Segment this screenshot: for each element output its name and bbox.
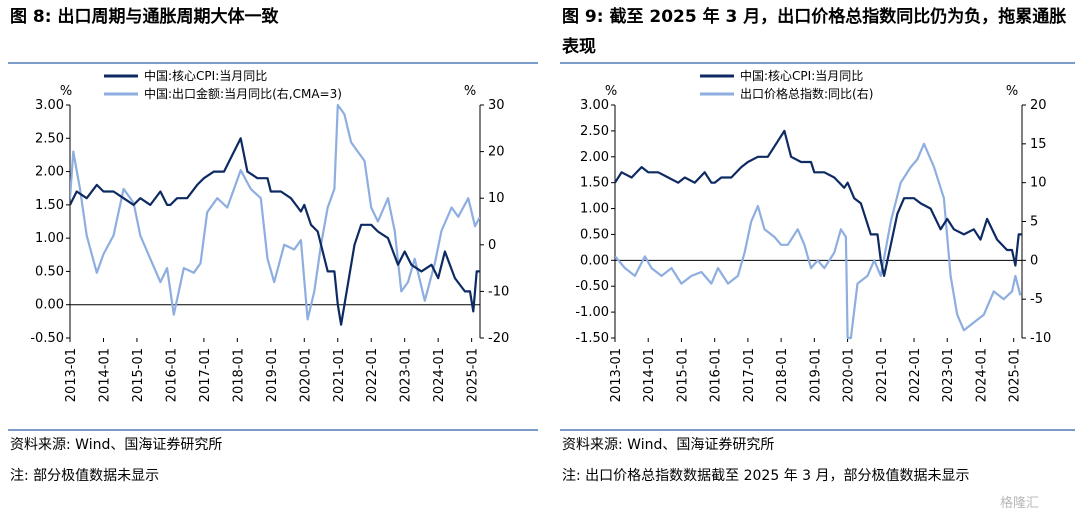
- figure-panel-left: 图 8: 出口周期与通胀周期大体一致 3.00 2.50 2.00 1.50 1.00 0…: [8, 0, 538, 519]
- x-tick-label: 2016-01: [709, 348, 724, 402]
- left-tick-label: -0.50: [575, 279, 609, 294]
- right-tick-label: 10: [488, 191, 505, 206]
- x-tick-label: 2019-01: [808, 348, 823, 402]
- left-tick-label: 1.50: [580, 176, 609, 191]
- source-rule: [560, 429, 1075, 431]
- x-tick-label: 2025-01: [466, 348, 481, 402]
- legend-label: 中国:核心CPI:当月同比: [740, 68, 863, 83]
- x-tick-label: 2020-01: [842, 348, 857, 402]
- series-line-light: [70, 103, 480, 321]
- note-text: 注: 部分极值数据未显示: [10, 468, 160, 484]
- x-tick-label: 2021-01: [332, 348, 347, 402]
- source-text: 资料来源: Wind、国海证券研究所: [562, 437, 775, 453]
- x-tick-label: 2022-01: [908, 348, 923, 402]
- right-tick-label: 0: [1030, 253, 1038, 268]
- right-tick-label: 5: [1030, 215, 1038, 230]
- legend-label: 出口价格总指数:同比(右): [740, 86, 873, 101]
- x-tick-label: 2023-01: [941, 348, 956, 402]
- x-tick-label: 2017-01: [742, 348, 757, 402]
- left-axis-unit: %: [60, 84, 72, 99]
- left-tick-label: -1.00: [575, 305, 609, 320]
- figure-panel-right: 图 9: 截至 2025 年 3 月，出口价格总指数同比仍为负，拖累通胀表现 3…: [560, 0, 1075, 519]
- title-rule: [560, 62, 1075, 64]
- x-tick-label: 2015-01: [131, 348, 146, 402]
- figure-title: 图 9: 截至 2025 年 3 月，出口价格总指数同比仍为负，拖累通胀表现: [562, 7, 1067, 57]
- x-tick-label: 2019-01: [265, 348, 280, 402]
- right-tick-label: 30: [488, 98, 505, 113]
- legend-label: 中国:出口金额:当月同比(右,CMA=3): [144, 86, 342, 101]
- left-axis-unit: %: [605, 84, 617, 99]
- x-tick-label: 2025-01: [1008, 348, 1023, 402]
- left-tick-label: 1.00: [35, 231, 64, 246]
- right-tick-label: -10: [488, 284, 509, 299]
- left-tick-label: 1.50: [35, 198, 64, 213]
- left-tick-label: 3.00: [580, 98, 609, 113]
- left-tick-label: 0.00: [580, 253, 609, 268]
- x-tick-label: 2018-01: [775, 348, 790, 402]
- right-axis-unit: %: [464, 84, 476, 99]
- right-tick-label: 20: [1030, 98, 1047, 113]
- chart-right: 3.00 2.50 2.00 1.50 1.00 0.50 0.00 -0.50 -1.00 -1…: [575, 68, 1051, 402]
- x-tick-label: 2017-01: [198, 348, 213, 402]
- left-tick-label: 1.00: [580, 202, 609, 217]
- left-tick-label: 3.00: [35, 98, 64, 113]
- chart-left: 3.00 2.50 2.00 1.50 1.00 0.50 0.00 -0.50% 30 20 10…: [30, 68, 509, 402]
- right-tick-label: 15: [1030, 137, 1047, 152]
- left-tick-label: -1.50: [575, 331, 609, 346]
- x-tick-label: 2015-01: [675, 348, 690, 402]
- left-tick-label: 0.00: [35, 298, 64, 313]
- right-tick-label: -5: [1030, 292, 1043, 307]
- series-line-light: [615, 142, 1022, 340]
- source-text: 资料来源: Wind、国海证券研究所: [10, 437, 223, 453]
- series-line-dark: [70, 137, 480, 326]
- x-tick-label: 2018-01: [231, 348, 246, 402]
- left-tick-label: 0.50: [580, 227, 609, 242]
- left-tick-label: 2.50: [35, 131, 64, 146]
- x-tick-label: 2021-01: [875, 348, 890, 402]
- left-tick-label: 2.50: [580, 124, 609, 139]
- left-tick-label: 0.50: [35, 264, 64, 279]
- x-tick-label: 2024-01: [974, 348, 989, 402]
- x-tick-label: 2016-01: [164, 348, 179, 402]
- figure-title: 图 8: 出口周期与通胀周期大体一致: [10, 7, 279, 27]
- x-tick-label: 2022-01: [365, 348, 380, 402]
- right-tick-label: 20: [488, 145, 505, 160]
- x-tick-label: 2013-01: [609, 348, 624, 402]
- watermark-logo: 格隆汇: [1000, 496, 1040, 511]
- title-rule: [8, 62, 538, 64]
- right-tick-label: 0: [488, 238, 496, 253]
- left-tick-label: 2.00: [35, 165, 64, 180]
- x-tick-label: 2014-01: [642, 348, 657, 402]
- left-tick-label: 2.00: [580, 150, 609, 165]
- source-rule: [8, 429, 538, 431]
- series-line-dark: [615, 129, 1022, 277]
- right-axis-unit: %: [1006, 84, 1018, 99]
- right-tick-label: 10: [1030, 176, 1047, 191]
- x-tick-label: 2023-01: [399, 348, 414, 402]
- right-tick-label: -20: [488, 331, 509, 346]
- x-tick-label: 2014-01: [97, 348, 112, 402]
- right-tick-label: -10: [1030, 331, 1051, 346]
- legend-label: 中国:核心CPI:当月同比: [144, 68, 267, 83]
- x-tick-label: 2024-01: [432, 348, 447, 402]
- x-tick-label: 2013-01: [64, 348, 79, 402]
- x-tick-label: 2020-01: [298, 348, 313, 402]
- note-text: 注: 出口价格总指数数据截至 2025 年 3 月，部分极值数据未显示: [562, 468, 970, 484]
- left-tick-label: -0.50: [30, 331, 64, 346]
